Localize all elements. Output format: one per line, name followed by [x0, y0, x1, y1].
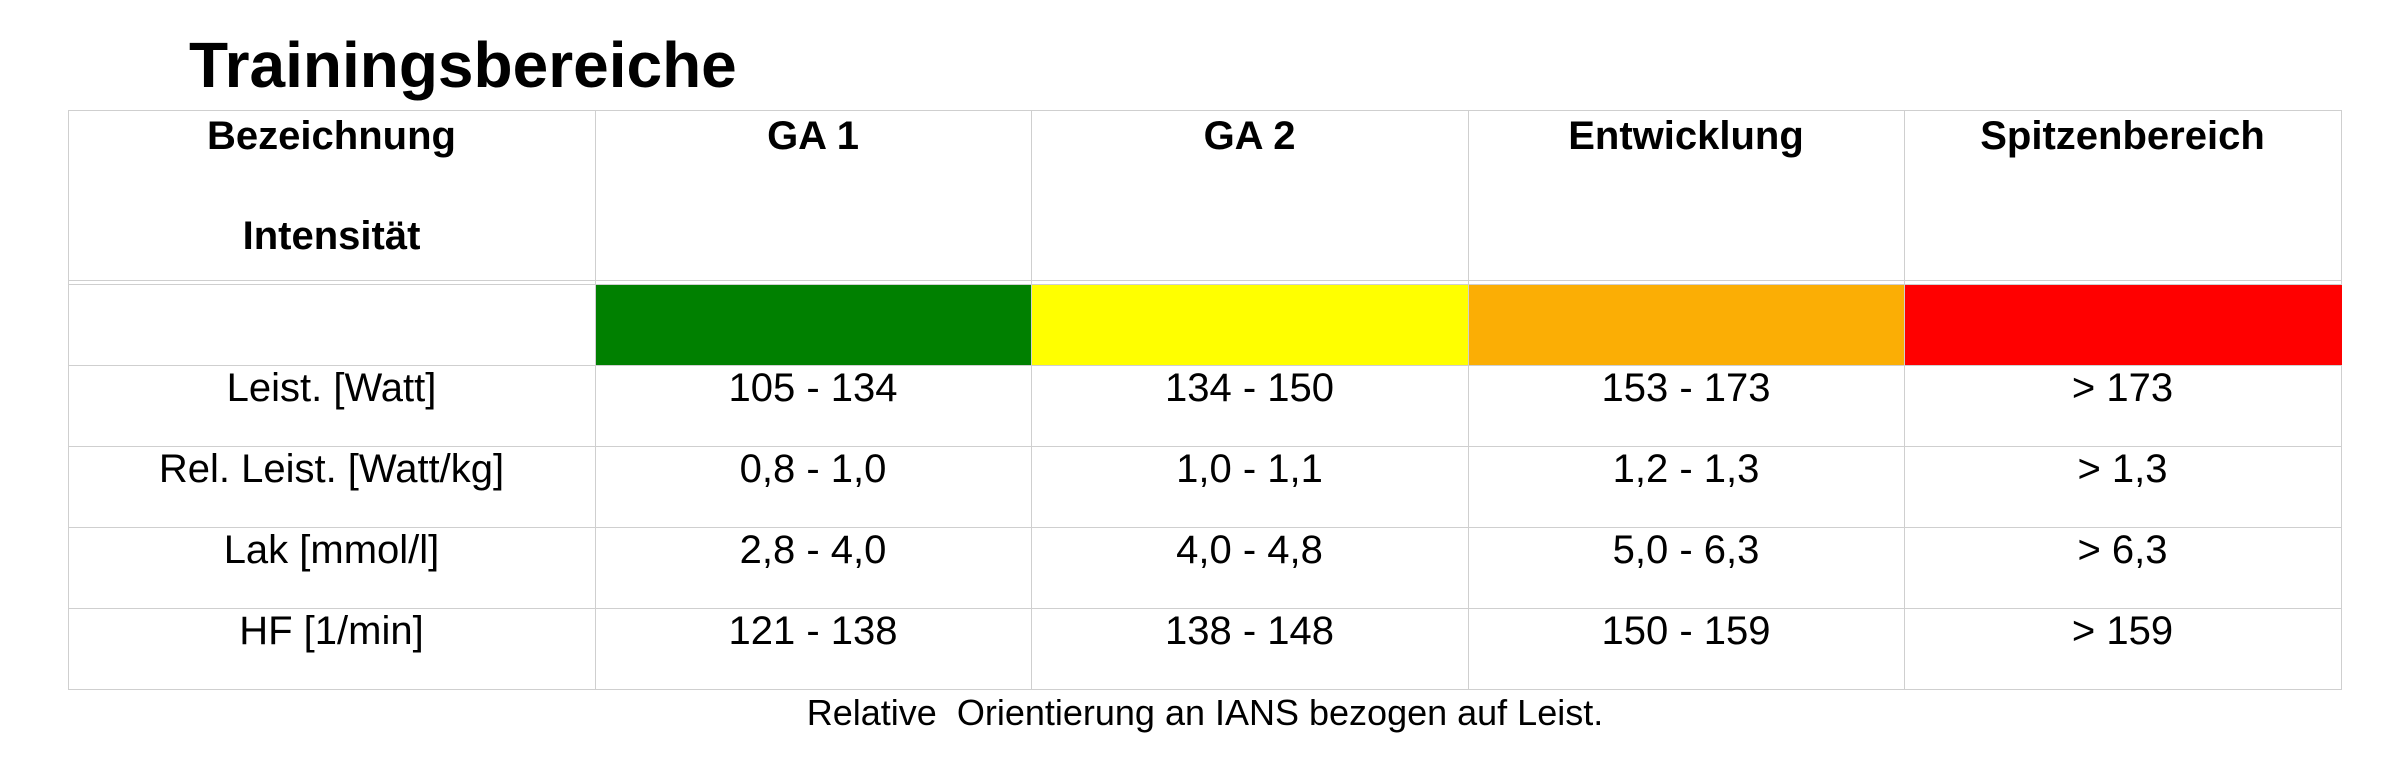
grid-line	[1904, 110, 1905, 690]
grid-line	[2341, 110, 2342, 690]
grid-line	[1031, 110, 1032, 690]
cell-laktat-spitzenbereich: > 6,3	[2077, 528, 2168, 572]
training-zones-table: Bezeichnung Intensität GA 1 GA 2 Entwick…	[68, 110, 2342, 690]
grid-line	[68, 689, 2342, 690]
cell-herzfrequenz-spitzenbereich: > 159	[2071, 609, 2174, 653]
cell-herzfrequenz-entwicklung: 150 - 159	[1601, 609, 1771, 653]
cell-rel-leistung-ga1: 0,8 - 1,0	[739, 447, 887, 491]
grid-line	[68, 110, 2342, 111]
cell-leistung-ga1: 105 - 134	[728, 366, 898, 410]
header-zone-spitzenbereich: Spitzenbereich	[1980, 114, 2265, 158]
cell-laktat-ga2: 4,0 - 4,8	[1176, 528, 1323, 572]
row-label-herzfrequenz: HF [1/min]	[239, 609, 424, 653]
zone-color-swatch-ga2	[1032, 285, 1468, 365]
row-label-laktat: Lak [mmol/l]	[223, 528, 440, 572]
cell-leistung-ga2: 134 - 150	[1164, 366, 1335, 410]
grid-line	[68, 527, 2342, 528]
grid-line	[68, 608, 2342, 609]
row-label-rel-leistung: Rel. Leist. [Watt/kg]	[158, 447, 505, 491]
footnote: Relative Orientierung an IANS bezogen au…	[806, 692, 1604, 733]
cell-laktat-ga1: 2,8 - 4,0	[739, 528, 887, 572]
zone-color-swatch-spitzenbereich	[1905, 285, 2342, 365]
header-intensitaet: Intensität	[242, 214, 421, 258]
cell-herzfrequenz-ga1: 121 - 138	[728, 609, 898, 653]
grid-line	[68, 284, 2342, 285]
header-zone-ga2: GA 2	[1203, 114, 1296, 158]
cell-leistung-entwicklung: 153 - 173	[1601, 366, 1771, 410]
row-label-leistung: Leist. [Watt]	[226, 366, 437, 410]
grid-line	[68, 110, 69, 690]
grid-line	[68, 280, 2342, 281]
grid-line	[595, 110, 596, 690]
page-title: Trainingsbereiche	[189, 29, 737, 101]
zone-color-swatch-ga1	[596, 285, 1031, 365]
cell-leistung-spitzenbereich: > 173	[2071, 366, 2174, 410]
grid-line	[1468, 110, 1469, 690]
cell-herzfrequenz-ga2: 138 - 148	[1164, 609, 1335, 653]
header-zone-ga1: GA 1	[767, 114, 859, 158]
header-zone-entwicklung: Entwicklung	[1568, 114, 1804, 158]
cell-rel-leistung-ga2: 1,0 - 1,1	[1176, 447, 1323, 491]
zone-color-swatch-entwicklung	[1469, 285, 1904, 365]
header-bezeichnung: Bezeichnung	[207, 114, 456, 158]
cell-rel-leistung-entwicklung: 1,2 - 1,3	[1612, 447, 1760, 491]
grid-line	[68, 446, 2342, 447]
cell-rel-leistung-spitzenbereich: > 1,3	[2077, 447, 2168, 491]
grid-line	[68, 365, 2342, 366]
cell-laktat-entwicklung: 5,0 - 6,3	[1612, 528, 1760, 572]
